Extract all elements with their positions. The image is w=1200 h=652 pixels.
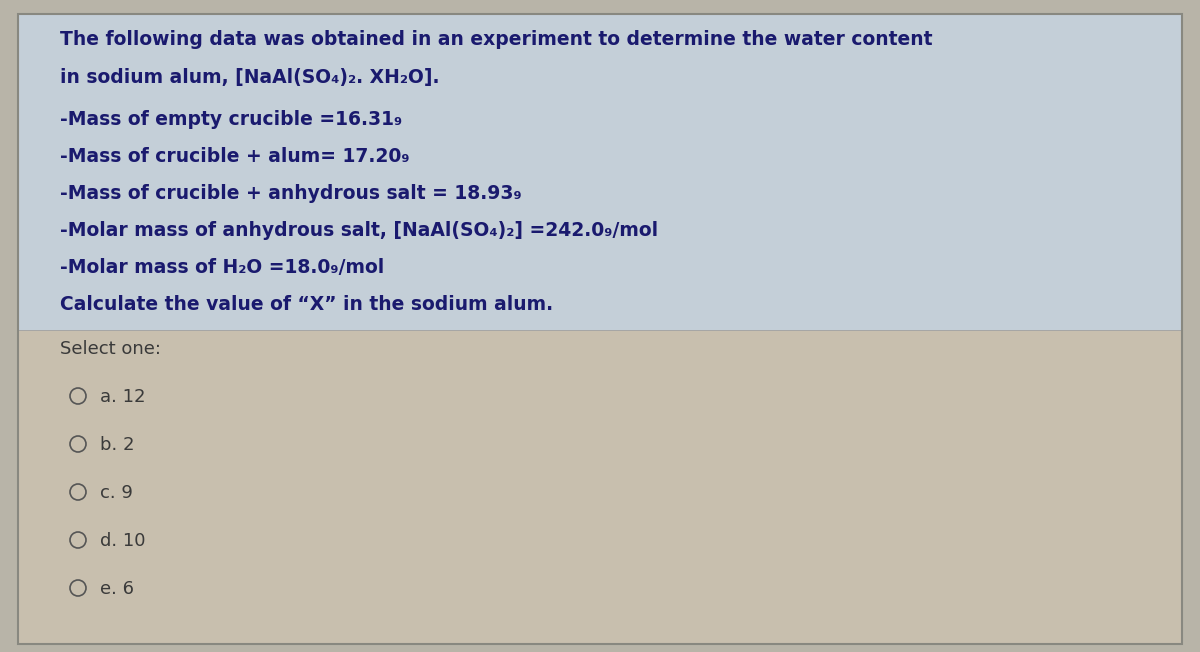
Text: Calculate the value of “X” in the sodium alum.: Calculate the value of “X” in the sodium… (60, 295, 553, 314)
Text: a. 12: a. 12 (100, 388, 145, 406)
FancyBboxPatch shape (18, 330, 1182, 644)
Text: -Mass of crucible + anhydrous salt = 18.93₉: -Mass of crucible + anhydrous salt = 18.… (60, 184, 522, 203)
Text: -Mass of empty crucible =16.31₉: -Mass of empty crucible =16.31₉ (60, 110, 402, 129)
Text: The following data was obtained in an experiment to determine the water content: The following data was obtained in an ex… (60, 30, 932, 49)
Text: -Molar mass of H₂O =18.0₉/mol: -Molar mass of H₂O =18.0₉/mol (60, 258, 384, 277)
Text: d. 10: d. 10 (100, 532, 145, 550)
Text: c. 9: c. 9 (100, 484, 133, 502)
FancyBboxPatch shape (18, 14, 1182, 332)
Text: -Molar mass of anhydrous salt, [NaAl(SO₄)₂] =242.0₉/mol: -Molar mass of anhydrous salt, [NaAl(SO₄… (60, 221, 658, 240)
Text: b. 2: b. 2 (100, 436, 134, 454)
Text: in sodium alum, [NaAl(SO₄)₂. XH₂O].: in sodium alum, [NaAl(SO₄)₂. XH₂O]. (60, 68, 439, 87)
Text: Select one:: Select one: (60, 340, 161, 358)
Text: -Mass of crucible + alum= 17.20₉: -Mass of crucible + alum= 17.20₉ (60, 147, 409, 166)
Text: e. 6: e. 6 (100, 580, 134, 598)
